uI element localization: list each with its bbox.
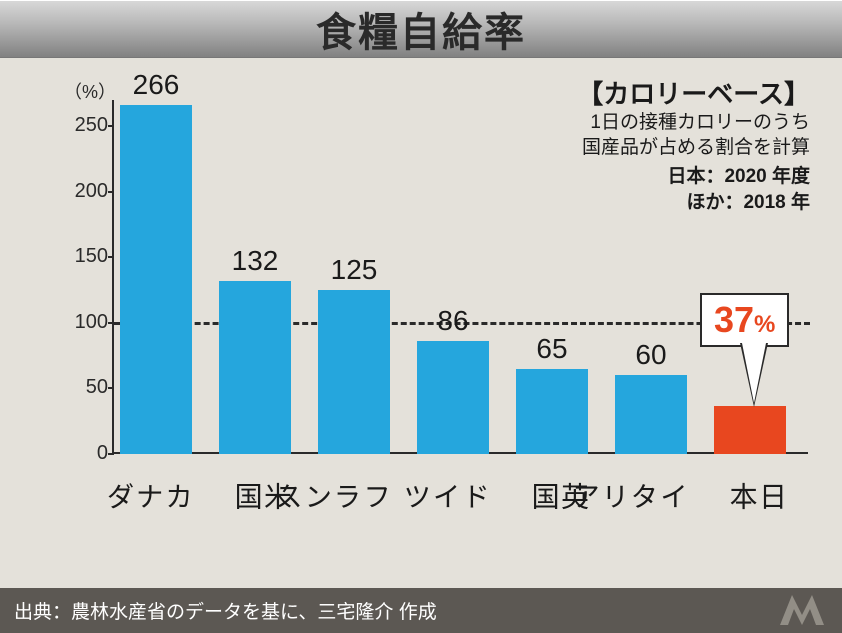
footer-bar: 出典：農林水産省のデータを基に、三宅隆介 作成 xyxy=(0,588,842,633)
callout-value: 37 xyxy=(714,299,754,340)
y-tick-mark xyxy=(108,191,114,193)
callout-suffix: % xyxy=(754,311,775,338)
bar: 125 xyxy=(318,290,390,454)
highlight-callout: 37% xyxy=(700,293,789,347)
y-tick-mark xyxy=(108,453,114,455)
y-tick-label: 100 xyxy=(58,311,108,334)
bar-value-label: 125 xyxy=(318,254,390,286)
y-tick-label: 50 xyxy=(58,376,108,399)
y-axis xyxy=(112,100,114,454)
y-tick-label: 200 xyxy=(58,180,108,203)
y-tick-label: 0 xyxy=(58,442,108,465)
y-tick-label: 250 xyxy=(58,114,108,137)
bar-value-label: 65 xyxy=(516,333,588,365)
bar: 132 xyxy=(219,281,291,454)
bar-value-label: 266 xyxy=(120,69,192,101)
page-title: 食糧自給率 xyxy=(316,0,526,58)
category-label: 日本 xyxy=(714,482,786,510)
bar: 86 xyxy=(417,341,489,454)
bar-value-label: 132 xyxy=(219,245,291,277)
bar-chart: 050100150200250266カナダ132米国125フランス86ドイツ65… xyxy=(114,100,810,454)
category-label: フランス xyxy=(318,482,390,510)
chart-area: （%） 【カロリーベース】 1日の接種カロリーのうち 国産品が占める割合を計算 … xyxy=(40,78,810,568)
y-tick-label: 150 xyxy=(58,245,108,268)
callout-tail-fill xyxy=(742,343,766,403)
creator-logo-icon xyxy=(776,589,828,629)
y-axis-unit: （%） xyxy=(64,78,116,104)
y-tick-mark xyxy=(108,387,114,389)
bar: 266 xyxy=(120,105,192,454)
source-text: 出典：農林水産省のデータを基に、三宅隆介 作成 xyxy=(14,597,437,624)
y-tick-mark xyxy=(108,125,114,127)
category-label: ドイツ xyxy=(417,482,489,510)
bar xyxy=(714,406,786,455)
title-bar: 食糧自給率 xyxy=(0,0,842,58)
y-tick-mark xyxy=(108,256,114,258)
bar: 60 xyxy=(615,375,687,454)
bar-value-label: 86 xyxy=(417,305,489,337)
bar: 65 xyxy=(516,369,588,454)
category-label: イタリア xyxy=(615,482,687,510)
category-label: カナダ xyxy=(120,482,192,510)
bar-value-label: 60 xyxy=(615,339,687,371)
